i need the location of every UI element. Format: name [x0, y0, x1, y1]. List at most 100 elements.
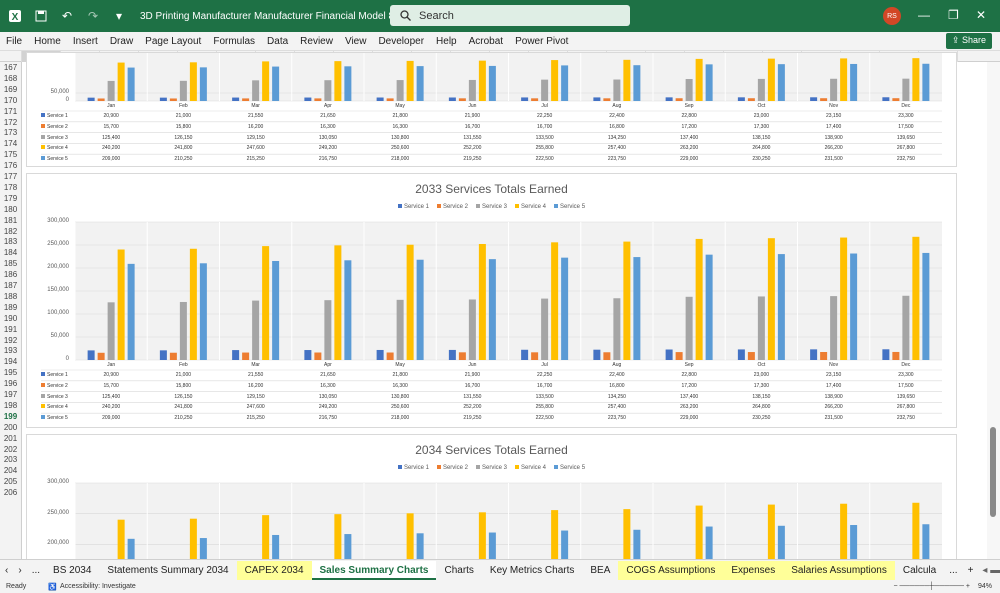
- menu-help[interactable]: Help: [436, 35, 457, 47]
- bar-service-5-jan[interactable]: [127, 538, 135, 573]
- chart-2034-services[interactable]: 2034 Services Totals Earned Service 1 Serv…: [26, 434, 957, 577]
- bar-service-3-aug[interactable]: [613, 79, 621, 101]
- sheet-tab-capex-2034[interactable]: CAPEX 2034: [236, 560, 312, 580]
- bar-service-1-dec[interactable]: [882, 97, 890, 101]
- bar-service-4-feb[interactable]: [189, 518, 197, 573]
- minimize-icon[interactable]: —: [918, 8, 930, 22]
- bar-service-2-jan[interactable]: [97, 98, 105, 101]
- row-header-194[interactable]: 194: [3, 357, 18, 367]
- bar-service-2-may[interactable]: [386, 352, 394, 360]
- bar-service-3-mar[interactable]: [252, 80, 260, 101]
- bar-service-3-apr[interactable]: [324, 300, 332, 360]
- sheet-tab-bea[interactable]: BEA: [590, 564, 611, 576]
- sheet-tab-cogs-assumptions[interactable]: COGS Assumptions: [618, 560, 724, 580]
- row-header-178[interactable]: 178: [3, 182, 18, 192]
- add-sheet-icon[interactable]: +: [967, 564, 974, 576]
- bar-service-1-apr[interactable]: [304, 350, 312, 360]
- row-header-187[interactable]: 187: [3, 281, 18, 290]
- bar-service-3-oct[interactable]: [757, 296, 765, 360]
- bar-service-3-dec[interactable]: [902, 295, 910, 360]
- bar-service-4-jun[interactable]: [478, 60, 486, 101]
- bar-service-3-may[interactable]: [396, 80, 404, 101]
- bar-service-5-dec[interactable]: [922, 252, 930, 360]
- row-header-181[interactable]: 181: [3, 215, 18, 225]
- bar-service-4-aug[interactable]: [623, 59, 631, 101]
- bar-service-5-jan[interactable]: [127, 67, 135, 101]
- bar-service-4-feb[interactable]: [189, 62, 197, 101]
- bar-service-4-oct[interactable]: [767, 504, 775, 573]
- bar-service-5-nov[interactable]: [850, 63, 858, 101]
- bar-service-2-jun[interactable]: [458, 98, 466, 101]
- menu-acrobat[interactable]: Acrobat: [468, 35, 504, 47]
- share-button[interactable]: ⇪ Share: [945, 33, 992, 49]
- bar-service-3-dec[interactable]: [902, 78, 910, 101]
- bar-service-4-nov[interactable]: [840, 237, 848, 360]
- bar-service-5-apr[interactable]: [344, 66, 352, 101]
- bar-service-1-apr[interactable]: [304, 97, 312, 101]
- row-header-205[interactable]: 205: [3, 477, 18, 487]
- bar-service-4-feb[interactable]: [189, 248, 197, 360]
- row-header-189[interactable]: 189: [3, 302, 18, 312]
- row-header-168[interactable]: 168: [3, 73, 18, 83]
- row-header-183[interactable]: 183: [3, 237, 18, 247]
- bar-service-1-jul[interactable]: [521, 349, 529, 360]
- bar-service-1-feb[interactable]: [159, 350, 167, 360]
- row-header-197[interactable]: 197: [3, 390, 18, 399]
- row-header-204[interactable]: 204: [3, 466, 18, 476]
- row-header-199[interactable]: 199: [3, 411, 18, 421]
- bar-service-5-oct[interactable]: [777, 64, 785, 101]
- bar-service-5-jul[interactable]: [561, 257, 569, 360]
- bar-service-1-feb[interactable]: [159, 97, 167, 101]
- bar-service-3-apr[interactable]: [324, 80, 332, 101]
- menu-page-layout[interactable]: Page Layout: [145, 35, 202, 47]
- bar-service-4-may[interactable]: [406, 244, 414, 360]
- bar-service-3-jan[interactable]: [107, 302, 115, 360]
- row-header-190[interactable]: 190: [3, 313, 18, 323]
- bar-service-3-mar[interactable]: [252, 300, 260, 360]
- bar-service-4-dec[interactable]: [912, 58, 920, 101]
- row-header-179[interactable]: 179: [3, 193, 18, 203]
- bar-service-4-oct[interactable]: [767, 238, 775, 360]
- bar-service-2-feb[interactable]: [169, 98, 177, 101]
- bar-service-4-dec[interactable]: [912, 502, 920, 573]
- bar-service-4-jul[interactable]: [551, 60, 559, 101]
- bar-service-1-oct[interactable]: [737, 349, 745, 360]
- bar-service-5-oct[interactable]: [777, 254, 785, 360]
- menu-draw[interactable]: Draw: [109, 35, 134, 47]
- sheet-tab-charts[interactable]: Charts: [444, 564, 474, 576]
- bar-service-5-feb[interactable]: [199, 538, 207, 573]
- row-header-172[interactable]: 172: [3, 117, 18, 127]
- sheet-tab-key-metrics-charts[interactable]: Key Metrics Charts: [489, 564, 575, 576]
- bar-service-3-nov[interactable]: [830, 296, 838, 360]
- bar-service-1-dec[interactable]: [882, 349, 890, 360]
- bar-service-4-aug[interactable]: [623, 509, 631, 573]
- bar-service-4-mar[interactable]: [262, 246, 270, 360]
- row-header-203[interactable]: 203: [3, 455, 18, 465]
- bar-service-3-sep[interactable]: [685, 79, 693, 101]
- bar-service-3-sep[interactable]: [685, 296, 693, 360]
- bar-service-1-jul[interactable]: [521, 97, 529, 101]
- bar-service-3-may[interactable]: [396, 299, 404, 360]
- row-header-174[interactable]: 174: [3, 139, 18, 149]
- bar-service-2-may[interactable]: [386, 98, 394, 101]
- bar-service-1-mar[interactable]: [232, 97, 240, 101]
- sheet-tab-calcula[interactable]: Calcula: [902, 564, 937, 576]
- menu-review[interactable]: Review: [300, 35, 333, 47]
- row-header-188[interactable]: 188: [3, 291, 18, 301]
- row-header-198[interactable]: 198: [3, 400, 18, 410]
- bar-service-4-apr[interactable]: [334, 245, 342, 360]
- bar-service-3-jun[interactable]: [468, 79, 476, 101]
- bar-service-2-mar[interactable]: [242, 98, 250, 101]
- bar-service-4-aug[interactable]: [623, 241, 631, 360]
- row-header-185[interactable]: 185: [3, 259, 18, 269]
- bar-service-3-jul[interactable]: [541, 298, 549, 360]
- bar-service-5-sep[interactable]: [705, 526, 713, 573]
- row-header-192[interactable]: 192: [3, 335, 18, 345]
- bar-service-2-apr[interactable]: [314, 98, 322, 101]
- bar-service-4-oct[interactable]: [767, 58, 775, 101]
- accessibility-status[interactable]: Accessibility: Investigate: [59, 583, 136, 590]
- vertical-scrollbar[interactable]: [987, 62, 1000, 559]
- row-header-202[interactable]: 202: [3, 444, 18, 454]
- menu-power-pivot[interactable]: Power Pivot: [515, 35, 569, 47]
- bar-service-2-oct[interactable]: [747, 352, 755, 360]
